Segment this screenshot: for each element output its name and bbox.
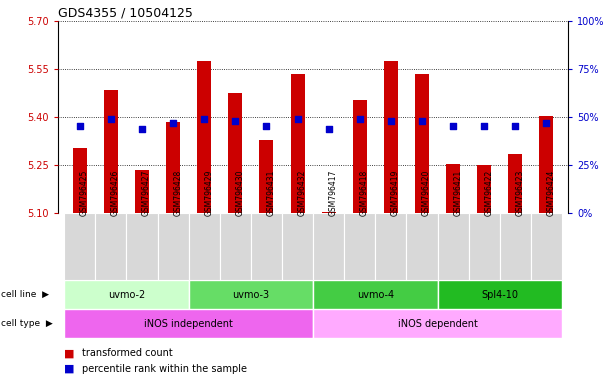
Point — [480, 122, 489, 129]
Bar — [95, 213, 126, 280]
Point — [199, 116, 209, 122]
Bar — [64, 309, 313, 338]
Bar — [375, 213, 406, 280]
Bar — [73, 147, 87, 213]
Text: GSM796430: GSM796430 — [235, 170, 244, 217]
Point — [541, 120, 551, 126]
Bar — [126, 213, 158, 280]
Bar — [531, 213, 562, 280]
Text: transformed count: transformed count — [82, 348, 174, 358]
Bar — [344, 213, 375, 280]
Text: GSM796427: GSM796427 — [142, 170, 151, 217]
Point — [262, 122, 271, 129]
Text: GSM796431: GSM796431 — [266, 170, 276, 217]
Text: uvmo-4: uvmo-4 — [357, 290, 394, 300]
Bar — [104, 90, 118, 213]
Point — [448, 122, 458, 129]
Text: GDS4355 / 10504125: GDS4355 / 10504125 — [58, 7, 193, 20]
Text: GSM796425: GSM796425 — [80, 170, 89, 217]
Bar — [322, 212, 335, 213]
Bar — [282, 213, 313, 280]
Text: GSM796426: GSM796426 — [111, 170, 120, 217]
Text: GSM796417: GSM796417 — [329, 170, 338, 217]
Bar — [406, 213, 437, 280]
Text: iNOS dependent: iNOS dependent — [398, 318, 478, 329]
Text: ■: ■ — [64, 348, 75, 358]
Bar — [135, 170, 149, 213]
Bar — [437, 280, 562, 309]
Text: GSM796428: GSM796428 — [173, 170, 182, 217]
Bar — [508, 154, 522, 213]
Bar — [229, 93, 243, 213]
Bar — [469, 213, 500, 280]
Bar — [446, 164, 460, 213]
Text: percentile rank within the sample: percentile rank within the sample — [82, 364, 247, 374]
Text: GSM796429: GSM796429 — [204, 170, 213, 217]
Bar — [313, 280, 437, 309]
Bar — [353, 99, 367, 213]
Point — [75, 122, 85, 129]
Bar — [437, 213, 469, 280]
Text: GSM796422: GSM796422 — [485, 170, 493, 217]
Text: GSM796432: GSM796432 — [298, 170, 307, 217]
Text: GSM796423: GSM796423 — [515, 170, 524, 217]
Text: GSM796424: GSM796424 — [546, 170, 555, 217]
Text: iNOS independent: iNOS independent — [144, 318, 233, 329]
Bar — [64, 280, 189, 309]
Point — [168, 120, 178, 126]
Text: ■: ■ — [64, 364, 75, 374]
Point — [510, 122, 520, 129]
Bar — [189, 213, 220, 280]
Bar — [540, 116, 554, 213]
Point — [293, 116, 302, 122]
Text: uvmo-2: uvmo-2 — [108, 290, 145, 300]
Point — [386, 118, 396, 124]
Point — [324, 126, 334, 132]
Bar — [313, 213, 344, 280]
Point — [355, 116, 365, 122]
Bar — [500, 213, 531, 280]
Text: cell type  ▶: cell type ▶ — [1, 319, 53, 328]
Bar — [158, 213, 189, 280]
Text: GSM796420: GSM796420 — [422, 170, 431, 217]
Point — [417, 118, 427, 124]
Bar — [251, 213, 282, 280]
Text: uvmo-3: uvmo-3 — [232, 290, 269, 300]
Point — [106, 116, 116, 122]
Bar — [291, 74, 304, 213]
Point — [230, 118, 240, 124]
Bar — [220, 213, 251, 280]
Bar — [477, 165, 491, 213]
Point — [137, 126, 147, 132]
Text: GSM796419: GSM796419 — [391, 170, 400, 217]
Text: cell line  ▶: cell line ▶ — [1, 290, 49, 299]
Text: Spl4-10: Spl4-10 — [481, 290, 518, 300]
Text: GSM796421: GSM796421 — [453, 170, 462, 217]
Bar — [415, 74, 429, 213]
Bar — [197, 61, 211, 213]
Bar — [384, 61, 398, 213]
Bar — [189, 280, 313, 309]
Bar — [166, 122, 180, 213]
Bar — [313, 309, 562, 338]
Text: GSM796418: GSM796418 — [360, 170, 369, 217]
Bar — [64, 213, 95, 280]
Bar — [260, 139, 274, 213]
